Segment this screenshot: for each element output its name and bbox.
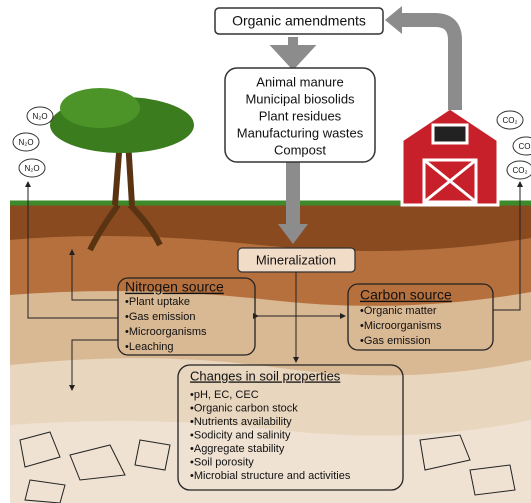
gas-label: CO₂ bbox=[512, 166, 527, 175]
section-item: •Organic carbon stock bbox=[190, 402, 298, 414]
section-item: •Microorganisms bbox=[125, 326, 207, 338]
title: Organic amendments bbox=[232, 13, 366, 29]
tree-canopy bbox=[60, 88, 140, 128]
amendments-box bbox=[224, 67, 376, 163]
section-item: •Sodicity and salinity bbox=[190, 429, 291, 441]
amendment: Municipal biosolids bbox=[245, 91, 355, 106]
section-item: •pH, EC, CEC bbox=[190, 389, 259, 401]
section-item: •Leaching bbox=[125, 341, 174, 353]
recycle-arrow-head bbox=[385, 6, 402, 34]
down-arrow-head bbox=[278, 224, 308, 244]
rocks bbox=[19, 431, 516, 503]
barn-window bbox=[431, 123, 469, 145]
gas-label: N₂O bbox=[24, 164, 39, 173]
gas-bubble bbox=[506, 160, 531, 180]
amendment: Plant residues bbox=[259, 108, 342, 123]
process: Mineralization bbox=[256, 252, 336, 267]
amendment: Manufacturing wastes bbox=[237, 125, 364, 140]
gas-label: CO₂ bbox=[518, 142, 531, 151]
gas-label: N₂O bbox=[18, 138, 33, 147]
gas-bubble bbox=[26, 106, 54, 126]
section-item: •Gas emission bbox=[125, 311, 196, 323]
carbon-box bbox=[347, 283, 494, 351]
gas-bubble bbox=[496, 110, 524, 130]
section-item: •Soil porosity bbox=[190, 456, 254, 468]
section-item: •Microorganisms bbox=[360, 320, 442, 332]
section-title: Changes in soil properties bbox=[190, 368, 341, 383]
down-arrow bbox=[269, 37, 317, 71]
gas-bubble bbox=[12, 132, 40, 152]
section-item: •Gas emission bbox=[360, 335, 431, 347]
section-title: Carbon source bbox=[360, 287, 452, 303]
section-item: •Organic matter bbox=[360, 305, 437, 317]
flow-arrows bbox=[25, 181, 523, 391]
changes-box bbox=[177, 364, 404, 491]
gas-bubble bbox=[18, 158, 46, 178]
title-box bbox=[214, 7, 384, 35]
section-item: •Plant uptake bbox=[125, 296, 190, 308]
section-item: •Microbial structure and activities bbox=[190, 470, 351, 482]
section-item: •Aggregate stability bbox=[190, 443, 285, 455]
dynamic: Animal manure Municipal biosolids Plant re… bbox=[12, 74, 531, 482]
gas-label: N₂O bbox=[32, 112, 47, 121]
recycle-arrow bbox=[400, 13, 462, 110]
gas-label: CO₂ bbox=[502, 116, 517, 125]
section-item: •Nutrients availability bbox=[190, 416, 292, 428]
down-arrow bbox=[286, 160, 300, 226]
amendment: Animal manure bbox=[256, 74, 343, 89]
section-title: Nitrogen source bbox=[125, 279, 224, 295]
amendment: Compost bbox=[274, 142, 326, 157]
barn-door-cross bbox=[423, 158, 477, 204]
gas-bubble bbox=[512, 136, 531, 156]
